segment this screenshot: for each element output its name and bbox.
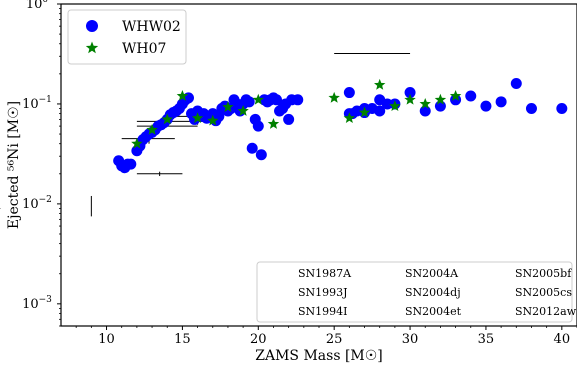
legend-marker [85,41,99,54]
data-point [374,94,386,106]
data-point [343,87,355,99]
sn-label: SN1994I [298,305,348,318]
legend-items: WHW02 WH07 [85,19,181,57]
sn-label: SN1993J [298,286,348,299]
data-point [255,149,267,161]
data-point [404,93,416,105]
error-bar [136,171,183,177]
sn-label: SN1987A [298,267,352,280]
x-axis-title: ZAMS Mass [M☉] [255,348,383,364]
data-point [374,105,386,117]
data-point [389,100,401,112]
y-tick-label: 10−1 [22,95,52,112]
data-point [510,78,522,90]
data-point [434,93,447,105]
series-whw02 [113,78,568,174]
y-tick-label: 10−2 [22,195,52,212]
data-point [292,94,304,106]
sn-legend-items: SN1987A SN2004A SN2005bf SN1993J SN2004dj SN2… [298,267,577,318]
sn-label: SN2004et [405,305,462,318]
x-ticks: 10 15 20 25 30 35 40 [75,326,577,347]
data-point [328,91,340,103]
sn-label: SN2005cs [515,286,572,299]
sn-label: SN2005bf [515,267,572,280]
data-point [480,100,492,112]
y-axis-title: Ejected ⁵⁶Ni [M☉] [6,101,22,229]
data-point [176,90,189,101]
x-tick-label: 25 [326,332,343,347]
data-point [246,142,258,154]
data-point [465,90,477,102]
data-point [191,112,204,124]
data-point [449,90,462,101]
series-wh07 [131,78,462,149]
data-point [419,105,431,117]
data-point [161,113,173,125]
x-tick-label: 40 [554,332,571,347]
legend: WHW02 WH07 [67,9,187,65]
data-point [131,137,143,149]
data-point [243,96,255,108]
error-bar [0,195,92,217]
data-point [146,123,158,135]
data-point [252,93,264,105]
legend-item: WHW02 [86,19,181,35]
x-tick-label: 20 [250,332,267,347]
data-point [525,103,537,115]
legend-label: WH07 [122,41,166,57]
y-ticks: 10−3 10−2 10−1 100 [22,0,61,327]
legend-marker [86,20,98,32]
legend-label: WHW02 [122,19,181,35]
x-tick-label: 15 [174,332,191,347]
data-point [343,112,356,124]
data-series [113,78,568,174]
data-point [495,96,507,108]
sn-legend: SN1987A SN2004A SN2005bf SN1993J SN2004dj SN2… [256,261,577,323]
data-point [556,103,568,115]
data-point [404,87,416,99]
data-point [222,101,234,112]
x-tick-label: 10 [98,332,115,347]
legend-item: WH07 [85,41,166,57]
y-tick-label: 100 [26,0,49,12]
sn-label: SN2004A [405,267,459,280]
data-point [450,94,462,106]
data-point [374,78,386,90]
data-point [283,113,295,125]
data-point [271,94,283,106]
data-point [207,114,219,126]
sn-label: SN2012aw [515,305,577,318]
x-tick-label: 35 [478,332,495,347]
sn-label: SN2004dj [405,286,461,299]
data-point [358,106,371,118]
data-point [267,118,280,129]
x-tick-label: 30 [402,332,419,347]
data-point [237,105,249,116]
legend-box [67,9,187,65]
sn-legend-box [256,261,573,323]
data-point [419,97,431,109]
y-tick-label: 10−3 [22,295,52,312]
data-point [252,120,264,132]
data-point [125,158,137,170]
